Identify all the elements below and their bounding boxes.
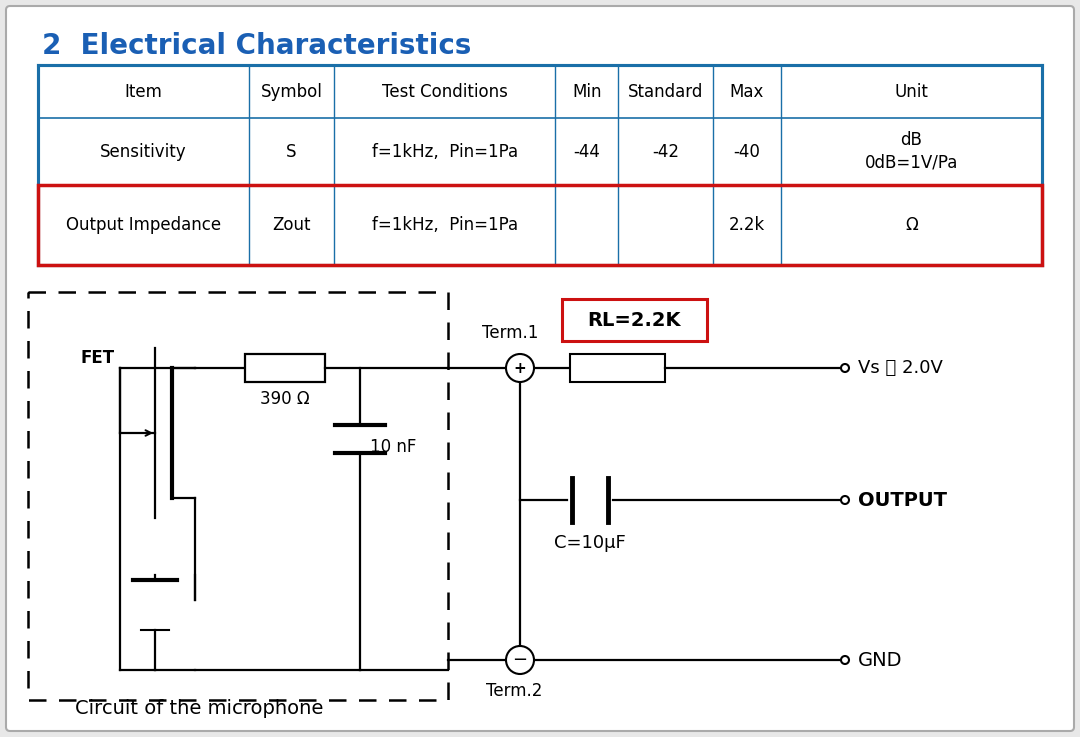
Text: 390 Ω: 390 Ω bbox=[260, 390, 310, 408]
Text: Test Conditions: Test Conditions bbox=[381, 83, 508, 100]
Text: -44: -44 bbox=[573, 142, 600, 161]
Text: GND: GND bbox=[858, 651, 903, 669]
Text: f=1kHz,  Pin=1Pa: f=1kHz, Pin=1Pa bbox=[372, 216, 517, 234]
Text: Symbol: Symbol bbox=[260, 83, 323, 100]
Text: Ω: Ω bbox=[905, 216, 918, 234]
Text: Sensitivity: Sensitivity bbox=[100, 142, 187, 161]
FancyBboxPatch shape bbox=[6, 6, 1074, 731]
Circle shape bbox=[507, 646, 534, 674]
Circle shape bbox=[841, 364, 849, 372]
Bar bbox=[38, 65, 1042, 265]
Circle shape bbox=[841, 496, 849, 504]
Bar bbox=[245, 354, 325, 382]
Text: Zout: Zout bbox=[272, 216, 311, 234]
Text: Term.2: Term.2 bbox=[486, 682, 542, 700]
Text: Item: Item bbox=[124, 83, 162, 100]
Circle shape bbox=[507, 354, 534, 382]
Text: RL=2.2K: RL=2.2K bbox=[588, 310, 680, 329]
Bar bbox=[569, 354, 664, 382]
Text: dB
0dB=1V/Pa: dB 0dB=1V/Pa bbox=[865, 131, 958, 172]
Text: S: S bbox=[286, 142, 297, 161]
Text: 2.2k: 2.2k bbox=[729, 216, 765, 234]
Bar bbox=[38, 185, 1042, 265]
Text: -40: -40 bbox=[733, 142, 760, 161]
Text: 10 nF: 10 nF bbox=[370, 438, 417, 456]
Text: Vs Ⓓ 2.0V: Vs Ⓓ 2.0V bbox=[858, 359, 943, 377]
Bar bbox=[28, 292, 448, 700]
Text: Unit: Unit bbox=[894, 83, 929, 100]
Text: Max: Max bbox=[730, 83, 764, 100]
Bar bbox=[562, 299, 706, 341]
Text: +: + bbox=[514, 360, 526, 375]
Text: 2  Electrical Characteristics: 2 Electrical Characteristics bbox=[42, 32, 471, 60]
Text: Standard: Standard bbox=[627, 83, 703, 100]
Circle shape bbox=[841, 656, 849, 664]
Text: Term.1: Term.1 bbox=[482, 324, 538, 342]
Text: C=10μF: C=10μF bbox=[554, 534, 626, 552]
Text: Output Impedance: Output Impedance bbox=[66, 216, 221, 234]
Text: f=1kHz,  Pin=1Pa: f=1kHz, Pin=1Pa bbox=[372, 142, 517, 161]
Text: Circuit of the microphone: Circuit of the microphone bbox=[75, 699, 323, 718]
Text: FET: FET bbox=[80, 349, 114, 367]
Text: Min: Min bbox=[572, 83, 602, 100]
Text: -42: -42 bbox=[652, 142, 679, 161]
Text: OUTPUT: OUTPUT bbox=[858, 491, 947, 509]
Text: −: − bbox=[512, 651, 527, 669]
